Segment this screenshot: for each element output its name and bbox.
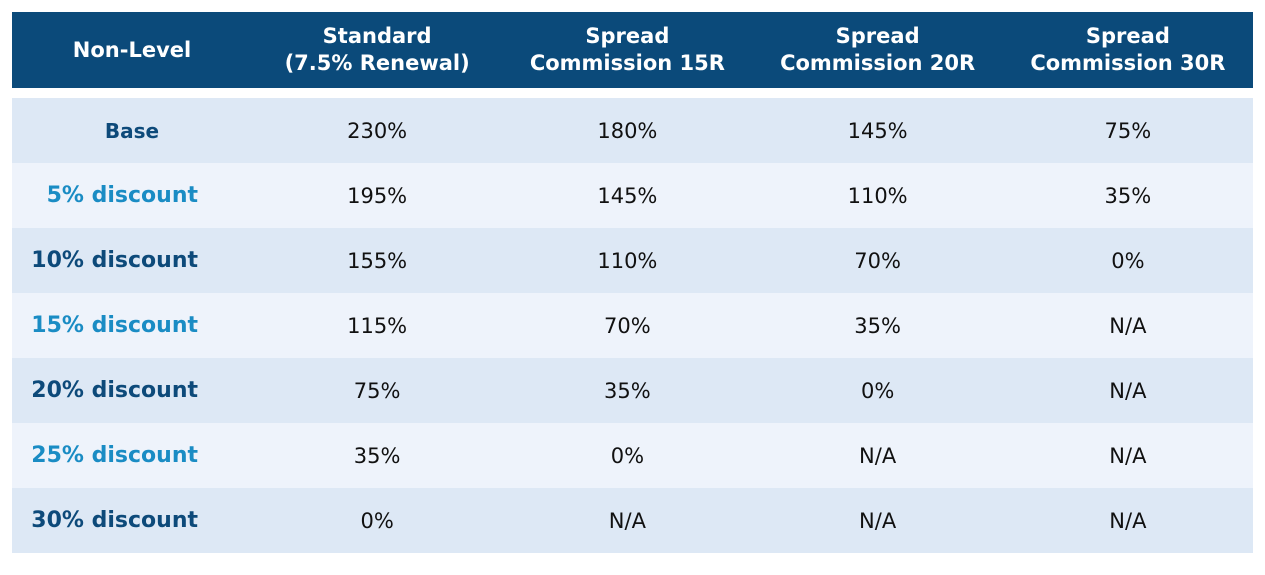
value-cell: 35% [252,423,503,488]
header-cell: Spread Commission 15R [502,12,753,88]
table: Non-Level Standard (7.5% Renewal) Spread C… [12,12,1253,553]
table-container: Non-Level Standard (7.5% Renewal) Spread C… [12,12,1253,553]
value-cell: N/A [752,423,1003,488]
table-header: Non-Level Standard (7.5% Renewal) Spread C… [12,12,1253,88]
value-cell: 70% [752,228,1003,293]
value-cell: N/A [752,488,1003,553]
spacer-cell [12,88,1253,98]
row-label: Base [12,98,252,163]
table-row: 30% discount 0% N/A N/A N/A [12,488,1253,553]
value-cell: 155% [252,228,503,293]
value-cell: 35% [502,358,753,423]
header-cell: Spread Commission 30R [1002,12,1253,88]
value-cell: 35% [752,293,1003,358]
value-cell: 195% [252,163,503,228]
row-label: 15% discount [12,293,252,358]
spacer [12,88,1253,98]
value-cell: N/A [1002,358,1253,423]
table-row: 5% discount 195% 145% 110% 35% [12,163,1253,228]
row-label: 30% discount [12,488,252,553]
value-cell: N/A [1002,423,1253,488]
value-cell: 0% [752,358,1003,423]
value-cell: 35% [1002,163,1253,228]
value-cell: 0% [502,423,753,488]
value-cell: 70% [502,293,753,358]
value-cell: 110% [752,163,1003,228]
value-cell: N/A [1002,293,1253,358]
table-row: Base 230% 180% 145% 75% [12,98,1253,163]
value-cell: 115% [252,293,503,358]
row-label: 25% discount [12,423,252,488]
header-cell: Spread Commission 20R [752,12,1003,88]
header-cell: Non-Level [12,12,252,88]
value-cell: 110% [502,228,753,293]
table-row: 20% discount 75% 35% 0% N/A [12,358,1253,423]
row-label: 20% discount [12,358,252,423]
value-cell: 180% [502,98,753,163]
value-cell: 75% [1002,98,1253,163]
value-cell: 0% [1002,228,1253,293]
value-cell: 0% [252,488,503,553]
header-row: Non-Level Standard (7.5% Renewal) Spread C… [12,12,1253,88]
table-row: 15% discount 115% 70% 35% N/A [12,293,1253,358]
row-label: 10% discount [12,228,252,293]
value-cell: 230% [252,98,503,163]
header-cell: Standard (7.5% Renewal) [252,12,503,88]
row-label: 5% discount [12,163,252,228]
table-row: 10% discount 155% 110% 70% 0% [12,228,1253,293]
table-row: 25% discount 35% 0% N/A N/A [12,423,1253,488]
value-cell: N/A [1002,488,1253,553]
value-cell: N/A [502,488,753,553]
value-cell: 75% [252,358,503,423]
value-cell: 145% [752,98,1003,163]
value-cell: 145% [502,163,753,228]
table-body: Base 230% 180% 145% 75% 5% discount 195% 145% 11… [12,88,1253,553]
